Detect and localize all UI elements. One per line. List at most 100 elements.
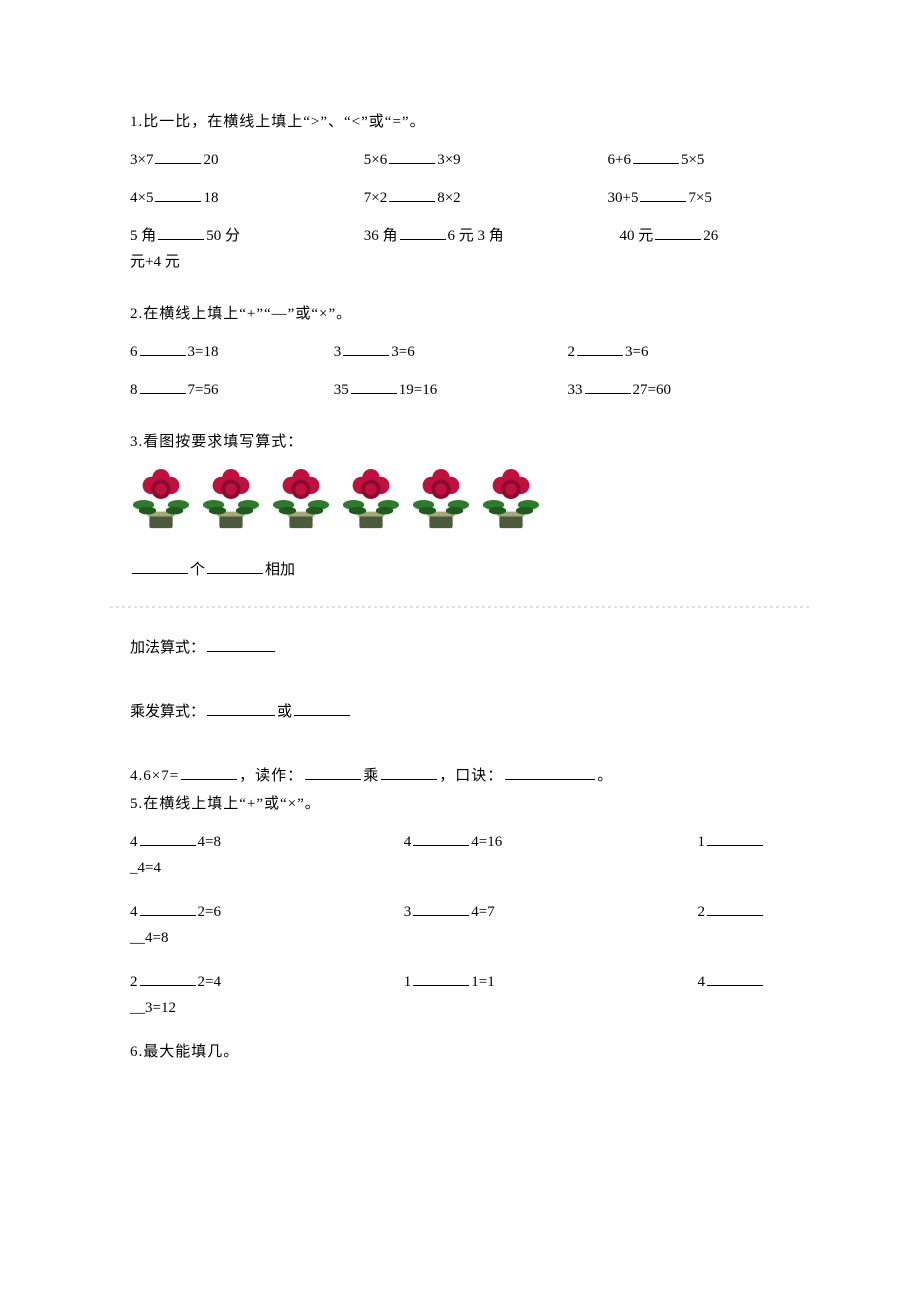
q2-row-1: 63=18 33=6 23=6 <box>130 340 790 364</box>
text: 26 <box>703 228 718 244</box>
text: 6+6 <box>608 152 631 168</box>
text: 50 分 <box>206 228 240 244</box>
text: 3=18 <box>188 344 219 360</box>
blank[interactable] <box>155 186 201 202</box>
blank[interactable] <box>140 970 196 986</box>
q5-rows: 44=8 44=16 1_4=4 42=6 34=7 2__4=8 2 2=4 1… <box>130 830 790 1020</box>
blank[interactable] <box>577 340 623 356</box>
text: 2 <box>130 974 138 990</box>
q1-row-3-tail: 元+4 元 <box>130 250 790 274</box>
text: 5 角 <box>130 228 156 244</box>
text: 4×5 <box>130 190 153 206</box>
q1-title: 1.比一比，在横线上填上“>”、“<”或“=”。 <box>130 110 790 134</box>
blank[interactable] <box>181 764 237 780</box>
q5-row-tail: _4=4 <box>130 856 790 880</box>
blank[interactable] <box>140 830 196 846</box>
blank[interactable] <box>389 186 435 202</box>
blank[interactable] <box>413 970 469 986</box>
blank[interactable] <box>158 224 204 240</box>
text: 8 <box>130 382 138 398</box>
blank[interactable] <box>585 378 631 394</box>
blank[interactable] <box>351 378 397 394</box>
text: 36 角 <box>364 228 398 244</box>
text: 19=16 <box>399 382 437 398</box>
q5-row: 44=8 44=16 1 <box>130 830 790 854</box>
flower-icon <box>410 468 472 530</box>
text: 3 <box>404 904 412 920</box>
text: 或 <box>277 704 292 720</box>
text: 3×9 <box>437 152 460 168</box>
text: 1 <box>404 974 412 990</box>
flower-pot <box>480 468 542 530</box>
divider <box>110 606 810 608</box>
blank[interactable] <box>207 700 275 716</box>
text: 4.6×7= <box>130 768 179 784</box>
text: 4 <box>698 974 706 990</box>
text: 乘发算式： <box>130 704 205 720</box>
text: 4 <box>404 834 412 850</box>
blank[interactable] <box>207 636 275 652</box>
blank[interactable] <box>140 900 196 916</box>
blank[interactable] <box>707 970 763 986</box>
blank[interactable] <box>389 148 435 164</box>
q5-title: 5.在横线上填上“+”或“×”。 <box>130 792 790 816</box>
blank[interactable] <box>413 900 469 916</box>
question-2: 2.在横线上填上“+”“—”或“×”。 63=18 33=6 23=6 87=5… <box>130 302 790 402</box>
flower-icon <box>480 468 542 530</box>
blank[interactable] <box>400 224 446 240</box>
text: 5×5 <box>681 152 704 168</box>
q2-title: 2.在横线上填上“+”“—”或“×”。 <box>130 302 790 326</box>
text: 6 元 3 角 <box>448 228 504 244</box>
blank[interactable] <box>707 830 763 846</box>
text: 20 <box>203 152 218 168</box>
q5-row-tail: __3=12 <box>130 996 790 1020</box>
q2-row-2: 87=56 3519=16 3327=60 <box>130 378 790 402</box>
flower-pot <box>340 468 402 530</box>
text: 2 <box>698 904 706 920</box>
text: 7×5 <box>688 190 711 206</box>
text: 2=6 <box>198 904 221 920</box>
text: 7=56 <box>188 382 219 398</box>
q5-row: 42=6 34=7 2 <box>130 900 790 924</box>
blank[interactable] <box>343 340 389 356</box>
text: 1=1 <box>471 974 494 990</box>
text: 3=6 <box>391 344 414 360</box>
text: 40 元 <box>620 228 654 244</box>
blank[interactable] <box>305 764 361 780</box>
flower-icon <box>340 468 402 530</box>
flower-pot <box>200 468 262 530</box>
text: ，口诀： <box>439 768 503 784</box>
blank[interactable] <box>140 340 186 356</box>
blank[interactable] <box>413 830 469 846</box>
text: 2=4 <box>198 974 221 990</box>
text: 3 <box>334 344 342 360</box>
blank[interactable] <box>155 148 201 164</box>
text: 个 <box>190 562 205 578</box>
q3-mult-line: 乘发算式： 或 <box>130 700 790 724</box>
text: 30+5 <box>608 190 639 206</box>
blank[interactable] <box>633 148 679 164</box>
blank[interactable] <box>505 764 595 780</box>
blank[interactable] <box>132 558 188 574</box>
text: 5×6 <box>364 152 387 168</box>
question-3b: 加法算式： 乘发算式：或 <box>130 636 790 724</box>
blank[interactable] <box>707 900 763 916</box>
text: ，读作： <box>239 768 303 784</box>
text: 3×7 <box>130 152 153 168</box>
blank[interactable] <box>381 764 437 780</box>
text: 。 <box>597 768 613 784</box>
text: 18 <box>203 190 218 206</box>
question-1: 1.比一比，在横线上填上“>”、“<”或“=”。 3×7 20 5×6 3×9 6+… <box>130 110 790 274</box>
blank[interactable] <box>207 558 263 574</box>
text: 8×2 <box>437 190 460 206</box>
flower-icon <box>130 468 192 530</box>
question-4: 4.6×7=，读作：乘，口诀：。 <box>130 764 790 788</box>
text: 27=60 <box>633 382 671 398</box>
blank[interactable] <box>140 378 186 394</box>
blank[interactable] <box>655 224 701 240</box>
text: 3=6 <box>625 344 648 360</box>
blank[interactable] <box>640 186 686 202</box>
flower-pot <box>130 468 192 530</box>
blank[interactable] <box>294 700 350 716</box>
q5-row-tail: __4=8 <box>130 926 790 950</box>
